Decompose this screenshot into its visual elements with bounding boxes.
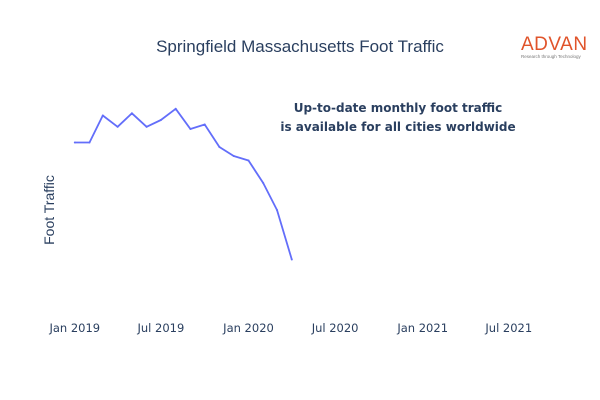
logo-text: ADVAN — [521, 34, 588, 55]
data-point — [232, 155, 235, 157]
x-tick-label: Jan 2021 — [396, 321, 448, 335]
data-point — [116, 125, 119, 128]
x-tick-label: Jan 2019 — [48, 321, 100, 335]
data-point — [262, 182, 265, 184]
data-point — [247, 159, 250, 162]
data-point — [203, 123, 206, 126]
data-point — [174, 107, 177, 110]
data-point — [189, 128, 192, 130]
data-point — [218, 146, 221, 148]
x-axis: Jan 2019 Jul 2019 Jan 2020 Jul 2020 Jan 2021… — [48, 321, 532, 335]
chart-title: Springfield Massachusetts Foot Traffic — [156, 37, 444, 56]
plot-area — [73, 107, 293, 261]
y-axis-label: Foot Traffic — [41, 175, 57, 245]
x-tick-label: Jul 2019 — [136, 321, 184, 335]
data-point — [101, 114, 104, 117]
data-point — [290, 258, 293, 261]
data-point — [130, 112, 133, 115]
data-point — [73, 141, 76, 144]
data-point — [276, 209, 278, 211]
x-tick-label: Jul 2021 — [484, 321, 532, 335]
chart-annotation: Up-to-date monthly foot traffic is avail… — [280, 101, 515, 134]
series-line — [74, 107, 293, 260]
x-tick-label: Jan 2020 — [222, 321, 274, 335]
data-point — [159, 119, 162, 121]
data-point — [88, 141, 91, 144]
annotation-line-2: is available for all cities worldwide — [280, 120, 515, 134]
annotation-line-1: Up-to-date monthly foot traffic — [294, 101, 503, 115]
logo-tagline: Research through Technology — [521, 54, 581, 59]
advan-logo: ADVAN Research through Technology — [521, 34, 588, 59]
data-point — [145, 125, 148, 128]
x-tick-label: Jul 2020 — [311, 321, 359, 335]
